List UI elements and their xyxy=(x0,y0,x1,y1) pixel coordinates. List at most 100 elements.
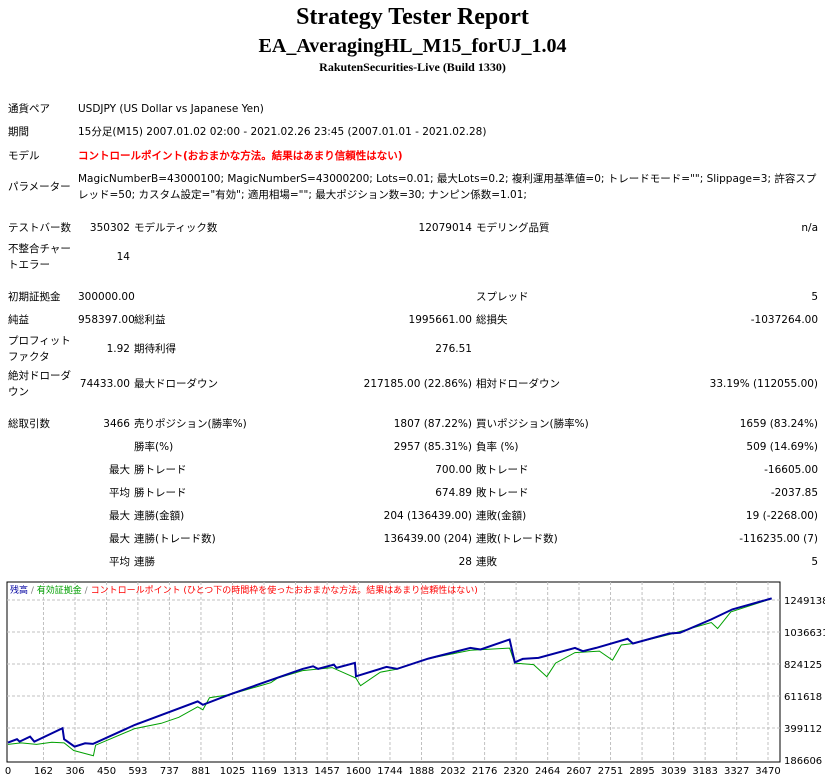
expected-value: 276.51 xyxy=(435,343,472,355)
long-label: 買いポジション(勝率%) xyxy=(476,417,589,430)
x-tick-label: 881 xyxy=(191,766,210,777)
balance-line xyxy=(7,597,772,748)
legend-separator: / xyxy=(82,586,91,596)
max-prefix: 最大 xyxy=(109,509,130,522)
rel-dd-value: 33.19% (112055.00) xyxy=(709,378,819,390)
net-label: 純益 xyxy=(8,314,29,326)
symbol-label: 通貨ペア xyxy=(8,103,50,115)
legend-entry: 有効証拠金 xyxy=(37,584,82,596)
cons-win-count-label: 連勝(トレード数) xyxy=(134,532,216,545)
max-prefix: 最大 xyxy=(109,463,130,476)
pf-label: プロフィットファクタ xyxy=(8,335,71,363)
spread-value: 5 xyxy=(811,291,819,303)
x-tick-label: 1744 xyxy=(377,766,402,777)
ticks-value: 12079014 xyxy=(418,222,472,234)
x-tick-label: 2464 xyxy=(535,766,560,777)
cons-loss-count-label: 連敗(トレード数) xyxy=(476,532,558,545)
total-value: 3466 xyxy=(103,417,130,430)
period-label: 期間 xyxy=(8,126,29,138)
x-tick-label: 1600 xyxy=(346,766,371,777)
x-tick-label: 1025 xyxy=(220,766,245,777)
period-value: 15分足(M15) 2007.01.02 02:00 - 2021.02.26 … xyxy=(78,126,487,138)
equity-line xyxy=(7,598,772,757)
model-label: モデル xyxy=(8,150,40,162)
y-tick-label: 1249138 xyxy=(784,596,825,607)
x-tick-label: 3183 xyxy=(692,766,717,777)
ticks-label: モデルティック数 xyxy=(134,222,218,234)
quality-label: モデリング品質 xyxy=(476,222,550,234)
params-value: MagicNumberB=43000100; MagicNumberS=4300… xyxy=(78,173,817,201)
x-tick-label: 1888 xyxy=(409,766,434,777)
x-tick-label: 737 xyxy=(160,766,179,777)
max-dd-label: 最大ドローダウン xyxy=(134,378,218,390)
bars-value: 350302 xyxy=(89,222,130,234)
chart-legend: 残高 / 有効証拠金 / コントロールポイント (ひとつ下の時間枠を使ったおおま… xyxy=(10,584,478,596)
largest-loss-label: 敗トレード xyxy=(476,463,529,476)
x-tick-label: 2607 xyxy=(566,766,591,777)
avg-cons-loss-value: 5 xyxy=(811,555,819,568)
plot-area xyxy=(6,581,781,763)
symbol-value: USDJPY (US Dollar vs Japanese Yen) xyxy=(78,103,264,115)
abs-dd-label: 絶対ドローダウン xyxy=(8,370,71,398)
expected-label: 期待利得 xyxy=(134,343,176,355)
total-label: 総取引数 xyxy=(8,417,50,430)
gross-loss-value: -1037264.00 xyxy=(750,314,819,326)
avg-loss-label: 敗トレード xyxy=(476,486,529,499)
report-title: Strategy Tester Report xyxy=(296,4,529,30)
deposit-value: 300000.00 xyxy=(78,291,135,303)
x-tick-label: 3039 xyxy=(661,766,686,777)
x-tick-label: 1457 xyxy=(314,766,339,777)
long-value: 1659 (83.24%) xyxy=(739,417,819,430)
y-tick-label: 824125 xyxy=(784,660,822,671)
x-tick-label: 2320 xyxy=(503,766,528,777)
avg-loss-value: -2037.85 xyxy=(770,486,819,499)
largest-win-label: 勝トレード xyxy=(134,463,187,476)
model-value: コントロールポイント(おおまかな方法。結果はあまり信頼性はない) xyxy=(78,150,403,162)
pf-value: 1.92 xyxy=(106,343,130,355)
largest-win-value: 700.00 xyxy=(435,463,472,476)
legend-separator: / xyxy=(28,586,37,596)
y-tick-label: 186606 xyxy=(784,756,822,767)
mismatch-label: 不整合チャートエラー xyxy=(8,243,71,271)
x-tick-label: 0 xyxy=(5,766,11,777)
loss-value: 509 (14.69%) xyxy=(746,440,819,453)
deposit-label: 初期証拠金 xyxy=(8,291,61,303)
x-tick-label: 450 xyxy=(97,766,116,777)
x-tick-label: 1313 xyxy=(283,766,308,777)
x-tick-label: 1169 xyxy=(251,766,276,777)
cons-win-count-value: 136439.00 (204) xyxy=(383,532,472,545)
x-tick-label: 2176 xyxy=(472,766,497,777)
balance-equity-chart: 1249138 1036631 824125 611618 399112 186606 0 1… xyxy=(5,581,825,777)
avg-cons-win-label: 連勝 xyxy=(134,555,155,568)
x-tick-label: 593 xyxy=(128,766,147,777)
max-prefix: 最大 xyxy=(109,532,130,545)
avg-win-value: 674.89 xyxy=(435,486,472,499)
spread-label: スプレッド xyxy=(476,291,529,303)
rel-dd-label: 相対ドローダウン xyxy=(476,378,560,390)
x-tick-label: 3470 xyxy=(755,766,780,777)
params-label: パラメーター xyxy=(8,181,71,193)
server-build: RakutenSecurities-Live (Build 1330) xyxy=(319,60,506,74)
gross-profit-value: 1995661.00 xyxy=(408,314,472,326)
bars-label: テストバー数 xyxy=(8,222,71,234)
largest-loss-value: -16605.00 xyxy=(764,463,819,476)
legend-entry: 残高 xyxy=(10,584,28,596)
cons-loss-money-label: 連敗(金額) xyxy=(476,509,527,522)
quality-value: n/a xyxy=(801,222,819,234)
avg-prefix: 平均 xyxy=(109,555,130,568)
win-value: 2957 (85.31%) xyxy=(393,440,472,453)
report-table: 通貨ペア USDJPY (US Dollar vs Japanese Yen) 期… xyxy=(6,98,820,573)
win-label: 勝率(%) xyxy=(134,440,174,453)
x-tick-label: 3327 xyxy=(724,766,749,777)
max-dd-value: 217185.00 (22.86%) xyxy=(363,378,472,390)
gross-profit-label: 総利益 xyxy=(134,314,166,326)
gross-loss-label: 総損失 xyxy=(476,314,508,326)
loss-label: 負率 (%) xyxy=(476,440,519,453)
avg-win-label: 勝トレード xyxy=(134,486,187,499)
legend-entry: コントロールポイント (ひとつ下の時間枠を使ったおおまかな方法。結果はあまり信頼… xyxy=(91,584,478,596)
x-tick-label: 2895 xyxy=(629,766,654,777)
ea-name: EA_AveragingHL_M15_forUJ_1.04 xyxy=(258,35,567,57)
avg-cons-loss-label: 連敗 xyxy=(476,555,497,568)
abs-dd-value: 74433.00 xyxy=(79,378,130,390)
avg-prefix: 平均 xyxy=(109,486,130,499)
